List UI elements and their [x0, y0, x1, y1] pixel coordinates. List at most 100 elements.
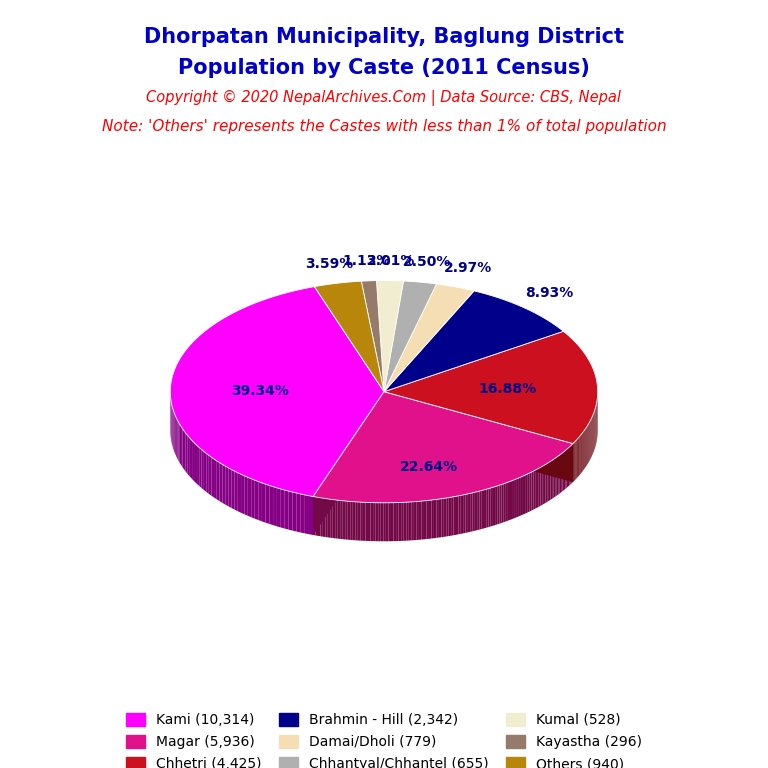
- Polygon shape: [461, 495, 463, 534]
- Polygon shape: [568, 447, 569, 487]
- Polygon shape: [424, 501, 426, 539]
- Polygon shape: [502, 484, 504, 523]
- Polygon shape: [528, 473, 530, 512]
- Polygon shape: [328, 499, 330, 538]
- Polygon shape: [309, 495, 313, 535]
- Polygon shape: [516, 478, 518, 518]
- Polygon shape: [537, 468, 539, 508]
- Polygon shape: [234, 471, 238, 511]
- Polygon shape: [412, 502, 414, 541]
- Polygon shape: [209, 455, 211, 495]
- Polygon shape: [305, 495, 309, 535]
- Polygon shape: [320, 498, 323, 537]
- Polygon shape: [548, 462, 549, 502]
- Polygon shape: [533, 470, 535, 510]
- Polygon shape: [465, 494, 468, 533]
- Polygon shape: [498, 485, 499, 525]
- Polygon shape: [241, 475, 244, 515]
- Polygon shape: [574, 441, 575, 480]
- Polygon shape: [488, 488, 491, 527]
- Polygon shape: [361, 280, 384, 392]
- Polygon shape: [195, 443, 197, 484]
- Polygon shape: [551, 460, 552, 500]
- Polygon shape: [191, 439, 193, 480]
- Polygon shape: [432, 500, 434, 538]
- Polygon shape: [409, 502, 412, 541]
- Polygon shape: [399, 502, 401, 541]
- Polygon shape: [177, 420, 178, 461]
- Polygon shape: [404, 502, 406, 541]
- Polygon shape: [360, 502, 363, 541]
- Polygon shape: [406, 502, 409, 541]
- Polygon shape: [508, 482, 510, 521]
- Polygon shape: [393, 502, 396, 541]
- Polygon shape: [486, 488, 488, 528]
- Polygon shape: [187, 435, 189, 475]
- Polygon shape: [326, 498, 328, 538]
- Polygon shape: [495, 486, 498, 525]
- Polygon shape: [429, 500, 432, 539]
- Polygon shape: [522, 475, 524, 515]
- Polygon shape: [383, 503, 386, 541]
- Polygon shape: [350, 502, 353, 540]
- Text: 39.34%: 39.34%: [231, 385, 289, 399]
- Polygon shape: [220, 462, 223, 503]
- Polygon shape: [197, 445, 199, 486]
- Polygon shape: [565, 449, 567, 489]
- Polygon shape: [285, 490, 289, 530]
- Polygon shape: [384, 331, 598, 444]
- Polygon shape: [442, 498, 444, 537]
- Polygon shape: [472, 492, 475, 531]
- Polygon shape: [482, 490, 484, 529]
- Text: 8.93%: 8.93%: [525, 286, 574, 300]
- Polygon shape: [262, 483, 266, 523]
- Polygon shape: [384, 281, 436, 392]
- Polygon shape: [518, 478, 520, 517]
- Polygon shape: [368, 502, 370, 541]
- Polygon shape: [181, 426, 183, 467]
- Polygon shape: [567, 449, 568, 488]
- Polygon shape: [370, 502, 373, 541]
- Polygon shape: [560, 454, 561, 493]
- Polygon shape: [378, 503, 381, 541]
- Polygon shape: [557, 456, 558, 495]
- Polygon shape: [244, 476, 248, 516]
- Polygon shape: [373, 503, 376, 541]
- Polygon shape: [579, 436, 580, 476]
- Polygon shape: [340, 501, 343, 539]
- Polygon shape: [174, 413, 175, 454]
- Polygon shape: [255, 480, 258, 520]
- Polygon shape: [561, 452, 563, 492]
- Polygon shape: [176, 418, 177, 458]
- Polygon shape: [439, 498, 442, 538]
- Polygon shape: [207, 453, 209, 494]
- Polygon shape: [446, 498, 449, 537]
- Polygon shape: [343, 501, 345, 539]
- Polygon shape: [535, 469, 537, 508]
- Polygon shape: [396, 502, 399, 541]
- Polygon shape: [434, 499, 436, 538]
- Text: 2.01%: 2.01%: [367, 253, 415, 267]
- Polygon shape: [335, 500, 338, 538]
- Polygon shape: [384, 392, 573, 482]
- Polygon shape: [189, 437, 191, 478]
- Polygon shape: [348, 502, 350, 540]
- Polygon shape: [514, 479, 516, 518]
- Polygon shape: [318, 498, 320, 536]
- Polygon shape: [475, 492, 477, 531]
- Polygon shape: [554, 458, 555, 498]
- Polygon shape: [316, 497, 318, 536]
- Polygon shape: [293, 492, 296, 531]
- Polygon shape: [531, 471, 533, 511]
- Polygon shape: [338, 500, 340, 539]
- Polygon shape: [510, 481, 512, 520]
- Polygon shape: [266, 484, 270, 524]
- Polygon shape: [323, 498, 326, 537]
- Polygon shape: [541, 466, 542, 506]
- Polygon shape: [183, 429, 184, 469]
- Polygon shape: [376, 503, 378, 541]
- Polygon shape: [353, 502, 356, 540]
- Polygon shape: [544, 465, 545, 504]
- Polygon shape: [524, 475, 526, 514]
- Polygon shape: [313, 392, 384, 535]
